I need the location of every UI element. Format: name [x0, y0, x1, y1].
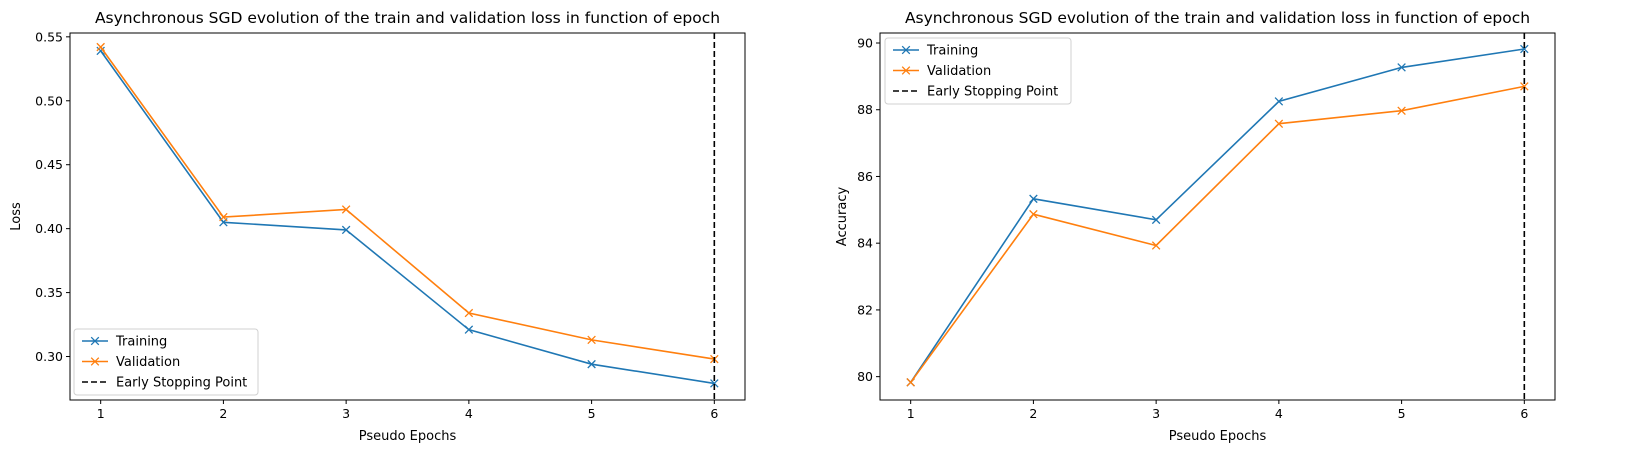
x-tick-label: 1 — [907, 406, 915, 421]
data-point-validation — [587, 335, 596, 345]
data-point-training — [96, 46, 105, 56]
plot-frame — [879, 32, 1556, 401]
x-tick-label: 6 — [710, 406, 718, 421]
chart-1: Asynchronous SGD evolution of the train … — [9, 9, 746, 444]
chart-title: Asynchronous SGD evolution of the train … — [905, 9, 1530, 27]
data-point-training — [464, 325, 474, 334]
y-tick-label: 86 — [857, 169, 873, 184]
data-point-training — [1520, 44, 1529, 54]
series-line-training — [910, 48, 1525, 383]
plot-frame — [69, 32, 746, 401]
y-tick-label: 82 — [857, 302, 873, 317]
y-axis-label: Accuracy — [835, 187, 850, 247]
data-point-validation — [96, 42, 105, 52]
x-tick-label: 5 — [588, 406, 596, 421]
x-axis-label: Pseudo Epochs — [359, 429, 457, 444]
legend-box — [73, 328, 259, 396]
legend-label-training: Training — [115, 335, 167, 350]
y-axis-label: Loss — [9, 202, 24, 231]
y-tick-label: 84 — [857, 236, 873, 251]
data-point-training — [1029, 194, 1038, 204]
y-tick-label: 90 — [857, 36, 873, 51]
x-axis-label: Pseudo Epochs — [1169, 429, 1267, 444]
data-point-training — [1151, 215, 1161, 225]
chart-2: Asynchronous SGD evolution of the train … — [835, 9, 1556, 444]
data-point-validation — [1274, 119, 1284, 129]
x-tick-label: 4 — [1275, 406, 1283, 421]
data-point-training — [587, 359, 596, 369]
data-point-validation — [1397, 106, 1406, 115]
data-point-validation — [464, 308, 474, 318]
y-tick-label: 0.35 — [35, 285, 63, 300]
series-line-validation — [910, 85, 1525, 383]
data-point-training — [341, 225, 351, 235]
data-point-validation — [1029, 209, 1038, 219]
x-tick-label: 3 — [342, 406, 350, 421]
legend-label-training: Training — [926, 44, 978, 59]
x-tick-label: 1 — [97, 406, 105, 421]
data-point-validation — [1520, 82, 1529, 91]
x-tick-label: 4 — [465, 406, 473, 421]
data-point-training — [710, 379, 719, 388]
legend-label-validation: Validation — [927, 64, 991, 79]
series-line-training — [100, 50, 715, 385]
data-point-training — [1397, 63, 1406, 72]
legend: Training Validation Early Stopping Point — [884, 37, 1072, 105]
y-tick-label: 80 — [857, 369, 873, 384]
legend-label-validation: Validation — [116, 355, 180, 370]
data-point-training — [1274, 97, 1284, 106]
y-tick-label: 88 — [857, 102, 873, 117]
data-point-validation — [341, 205, 351, 214]
legend-marker-training — [901, 45, 911, 55]
legend: Training Validation Early Stopping Point — [73, 328, 259, 396]
x-tick-label: 6 — [1520, 406, 1528, 421]
data-point-validation — [1151, 241, 1161, 250]
y-tick-label: 0.55 — [35, 29, 63, 44]
legend-box — [884, 37, 1072, 105]
chart-title: Asynchronous SGD evolution of the train … — [95, 9, 720, 27]
series-line-validation — [100, 46, 715, 360]
x-tick-label: 2 — [219, 406, 227, 421]
data-point-validation — [906, 378, 915, 387]
x-tick-label: 3 — [1152, 406, 1160, 421]
y-tick-label: 0.50 — [35, 93, 63, 108]
legend-marker-training — [90, 336, 100, 346]
x-tick-label: 2 — [1029, 406, 1037, 421]
legend-label-early-stop: Early Stopping Point — [116, 376, 247, 391]
data-point-validation — [219, 212, 228, 222]
y-tick-label: 0.30 — [35, 349, 63, 364]
y-tick-label: 0.40 — [35, 221, 63, 236]
x-tick-label: 5 — [1398, 406, 1406, 421]
legend-marker-validation — [901, 66, 911, 75]
y-tick-label: 0.45 — [35, 157, 63, 172]
legend-label-early-stop: Early Stopping Point — [927, 85, 1058, 100]
legend-marker-validation — [90, 357, 100, 366]
